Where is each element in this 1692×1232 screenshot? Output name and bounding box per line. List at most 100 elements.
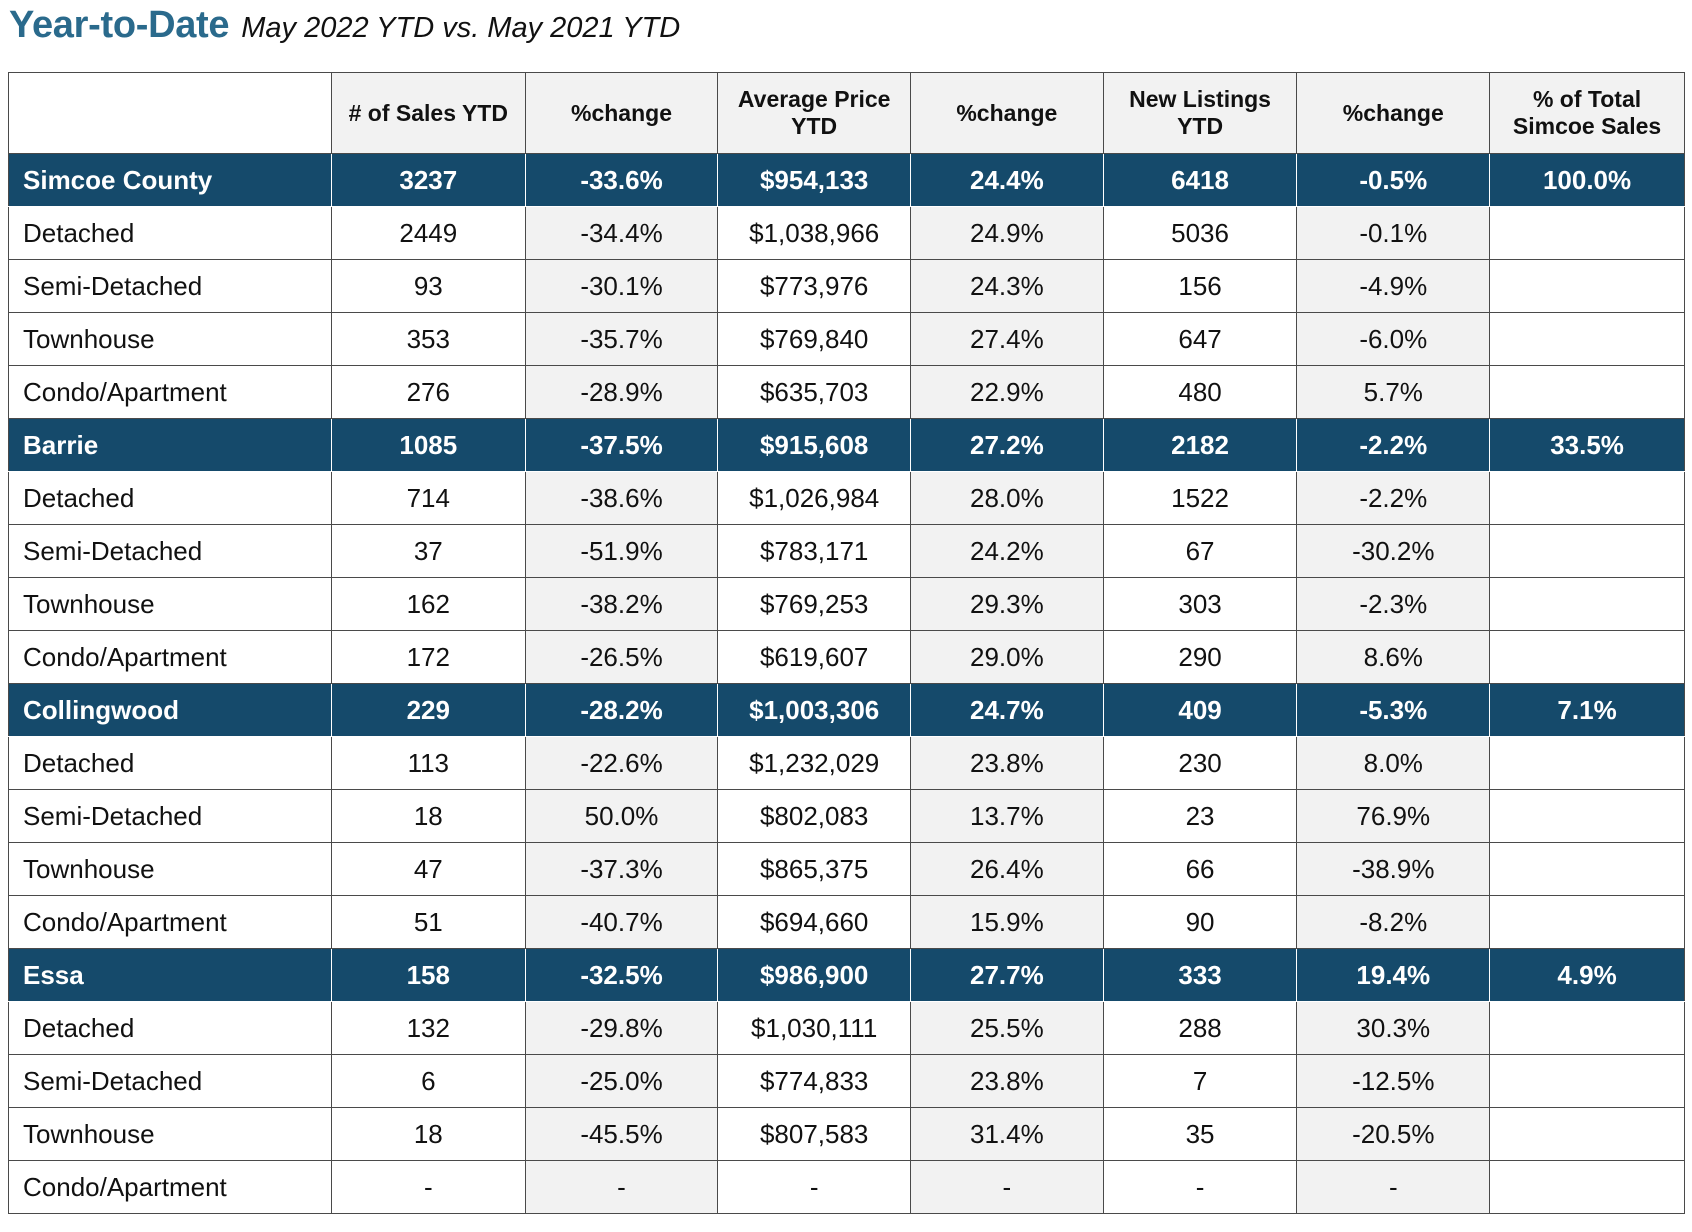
listings-change-cell: -20.5% <box>1296 1107 1491 1161</box>
average-price-cell: $1,026,984 <box>717 471 912 525</box>
listings-change-cell: -0.1% <box>1296 206 1491 260</box>
listings-change-cell: -38.9% <box>1296 842 1491 896</box>
share-cell <box>1489 1107 1685 1161</box>
column-header-sales-change: %change <box>524 72 719 154</box>
price-change-cell: 24.2% <box>910 524 1104 578</box>
row-label: Townhouse <box>8 842 332 896</box>
column-header-average-price: Average Price YTD <box>717 72 912 154</box>
price-change-cell: 22.9% <box>910 365 1104 419</box>
sales-change-cell: -30.1% <box>524 259 719 313</box>
sales-change-cell: -37.5% <box>524 418 719 472</box>
table-row: Condo/Apartment 51 -40.7% $694,660 15.9% 90 -8… <box>8 895 1685 949</box>
sales-change-cell: -38.2% <box>524 577 719 631</box>
share-cell <box>1489 1001 1685 1055</box>
row-label: Simcoe County <box>8 153 332 207</box>
sales-cell: 51 <box>330 895 526 949</box>
sales-cell: 37 <box>330 524 526 578</box>
row-label: Semi-Detached <box>8 524 332 578</box>
page-header: Year-to-Date May 2022 YTD vs. May 2021 Y… <box>9 4 680 64</box>
new-listings-cell: 5036 <box>1102 206 1298 260</box>
sales-change-cell: -33.6% <box>524 153 719 207</box>
column-header-listings-change: %change <box>1296 72 1491 154</box>
row-label: Townhouse <box>8 577 332 631</box>
price-change-cell: 27.7% <box>910 948 1104 1002</box>
listings-change-cell: -8.2% <box>1296 895 1491 949</box>
sales-change-cell: -22.6% <box>524 736 719 790</box>
average-price-cell: - <box>717 1160 912 1214</box>
row-label: Condo/Apartment <box>8 365 332 419</box>
listings-change-cell: -6.0% <box>1296 312 1491 366</box>
price-change-cell: 23.8% <box>910 1054 1104 1108</box>
sales-cell: 2449 <box>330 206 526 260</box>
sales-cell: 47 <box>330 842 526 896</box>
average-price-cell: $783,171 <box>717 524 912 578</box>
table-row: Condo/Apartment 172 -26.5% $619,607 29.0% 290… <box>8 630 1685 684</box>
new-listings-cell: 2182 <box>1102 418 1298 472</box>
share-cell <box>1489 736 1685 790</box>
new-listings-cell: - <box>1102 1160 1298 1214</box>
average-price-cell: $619,607 <box>717 630 912 684</box>
new-listings-cell: 290 <box>1102 630 1298 684</box>
table-row: Detached 714 -38.6% $1,026,984 28.0% 1522 -2.2… <box>8 471 1685 525</box>
region-row: Collingwood 229 -28.2% $1,003,306 24.7% 409 -5… <box>8 683 1685 737</box>
row-label: Semi-Detached <box>8 789 332 843</box>
row-label: Detached <box>8 471 332 525</box>
row-label: Detached <box>8 206 332 260</box>
column-header-price-change: %change <box>910 72 1104 154</box>
new-listings-cell: 288 <box>1102 1001 1298 1055</box>
price-change-cell: 13.7% <box>910 789 1104 843</box>
average-price-cell: $986,900 <box>717 948 912 1002</box>
listings-change-cell: -4.9% <box>1296 259 1491 313</box>
new-listings-cell: 409 <box>1102 683 1298 737</box>
table-row: Condo/Apartment 276 -28.9% $635,703 22.9% 480… <box>8 365 1685 419</box>
sales-change-cell: -45.5% <box>524 1107 719 1161</box>
sales-change-cell: - <box>524 1160 719 1214</box>
row-label: Semi-Detached <box>8 1054 332 1108</box>
table-row: Semi-Detached 37 -51.9% $783,171 24.2% 67 -30.… <box>8 524 1685 578</box>
new-listings-cell: 66 <box>1102 842 1298 896</box>
row-label: Barrie <box>8 418 332 472</box>
new-listings-cell: 90 <box>1102 895 1298 949</box>
sales-change-cell: -51.9% <box>524 524 719 578</box>
sales-change-cell: -35.7% <box>524 312 719 366</box>
average-price-cell: $1,232,029 <box>717 736 912 790</box>
price-change-cell: 27.4% <box>910 312 1104 366</box>
average-price-cell: $1,030,111 <box>717 1001 912 1055</box>
share-cell <box>1489 206 1685 260</box>
sales-cell: 714 <box>330 471 526 525</box>
average-price-cell: $769,253 <box>717 577 912 631</box>
table-header-row: # of Sales YTD %change Average Price YTD… <box>8 72 1685 154</box>
share-cell: 7.1% <box>1489 683 1685 737</box>
average-price-cell: $915,608 <box>717 418 912 472</box>
new-listings-cell: 35 <box>1102 1107 1298 1161</box>
average-price-cell: $807,583 <box>717 1107 912 1161</box>
average-price-cell: $1,003,306 <box>717 683 912 737</box>
row-label: Townhouse <box>8 312 332 366</box>
table-row: Condo/Apartment - - - - - - <box>8 1160 1685 1214</box>
average-price-cell: $865,375 <box>717 842 912 896</box>
new-listings-cell: 230 <box>1102 736 1298 790</box>
share-cell <box>1489 365 1685 419</box>
table-row: Semi-Detached 93 -30.1% $773,976 24.3% 156 -4.… <box>8 259 1685 313</box>
region-row: Barrie 1085 -37.5% $915,608 27.2% 2182 -2.2% 33… <box>8 418 1685 472</box>
share-cell <box>1489 1160 1685 1214</box>
sales-change-cell: -28.2% <box>524 683 719 737</box>
sales-change-cell: -28.9% <box>524 365 719 419</box>
sales-cell: 113 <box>330 736 526 790</box>
price-change-cell: 24.9% <box>910 206 1104 260</box>
table-row: Semi-Detached 6 -25.0% $774,833 23.8% 7 -12.5% <box>8 1054 1685 1108</box>
new-listings-cell: 67 <box>1102 524 1298 578</box>
sales-change-cell: -34.4% <box>524 206 719 260</box>
listings-change-cell: -30.2% <box>1296 524 1491 578</box>
price-change-cell: 24.3% <box>910 259 1104 313</box>
ytd-sales-table: # of Sales YTD %change Average Price YTD… <box>8 72 1685 1214</box>
row-label: Condo/Apartment <box>8 630 332 684</box>
sales-cell: 18 <box>330 789 526 843</box>
listings-change-cell: 30.3% <box>1296 1001 1491 1055</box>
new-listings-cell: 1522 <box>1102 471 1298 525</box>
share-cell <box>1489 524 1685 578</box>
price-change-cell: 28.0% <box>910 471 1104 525</box>
price-change-cell: 26.4% <box>910 842 1104 896</box>
new-listings-cell: 647 <box>1102 312 1298 366</box>
average-price-cell: $954,133 <box>717 153 912 207</box>
